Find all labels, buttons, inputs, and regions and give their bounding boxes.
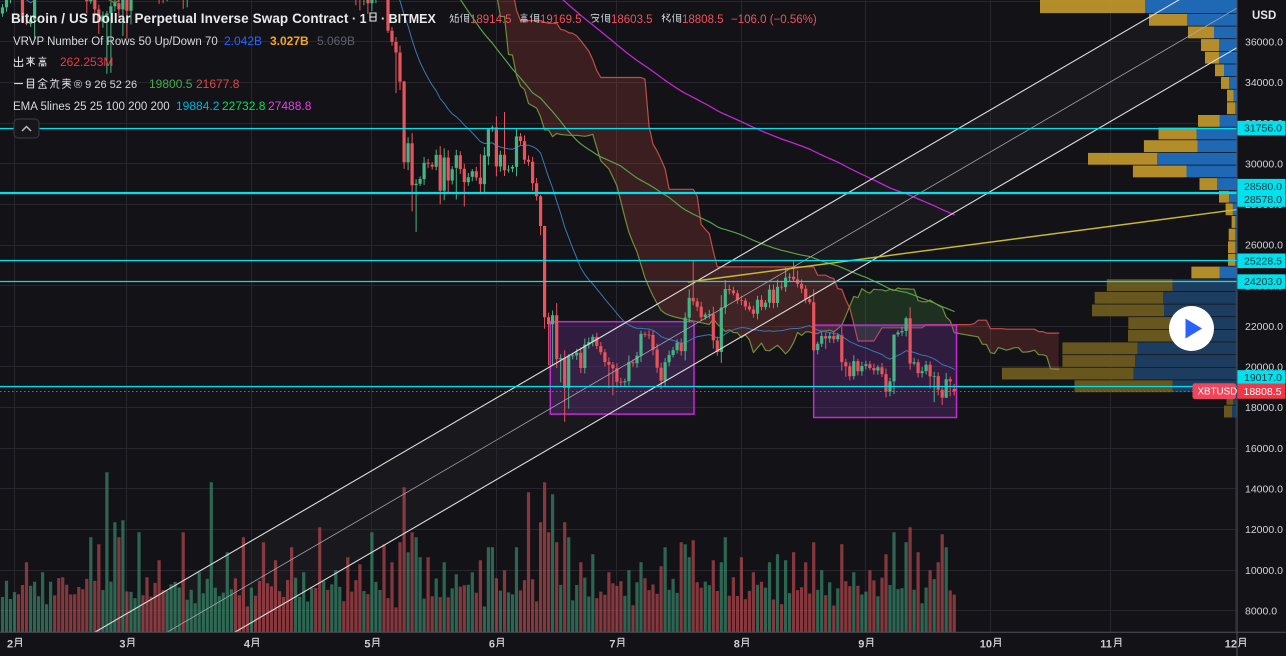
svg-text:18914.5: 18914.5 [470,14,512,26]
svg-text:262.253M: 262.253M [60,55,113,69]
svg-text:11: 11 [1100,639,1112,651]
svg-text:28578.0: 28578.0 [1244,194,1282,206]
svg-text:18808.5: 18808.5 [1244,386,1282,398]
svg-text:XBTUSD: XBTUSD [1198,387,1238,398]
svg-text:7: 7 [609,639,615,651]
svg-text:8: 8 [734,639,740,651]
svg-text:5.069B: 5.069B [317,34,355,48]
svg-text:Bitcoin / US Dollar Perpetual: Bitcoin / US Dollar Perpetual Inverse Sw… [11,11,349,26]
svg-text:24203.0: 24203.0 [1244,276,1282,288]
svg-text:−106.0 (−0.56%): −106.0 (−0.56%) [731,14,817,26]
svg-text:31756.0: 31756.0 [1244,123,1282,135]
svg-text:12: 12 [1225,639,1237,651]
svg-text:3.027B: 3.027B [270,34,309,48]
svg-text:5: 5 [364,639,370,651]
svg-text:34000.0: 34000.0 [1245,77,1283,89]
svg-text:18000.0: 18000.0 [1245,402,1283,414]
svg-text:· 1: · 1 [352,12,367,26]
svg-text:16000.0: 16000.0 [1245,443,1283,455]
svg-text:19017.0: 19017.0 [1244,372,1282,384]
svg-text:19884.2: 19884.2 [176,99,220,113]
svg-text:21677.8: 21677.8 [196,77,240,91]
svg-text:8000.0: 8000.0 [1245,605,1277,617]
svg-text:2.042B: 2.042B [224,34,262,48]
svg-text:22000.0: 22000.0 [1245,321,1283,333]
svg-text:26000.0: 26000.0 [1245,240,1283,252]
svg-text:9: 9 [858,639,864,651]
svg-text:10: 10 [980,639,992,651]
svg-text:6: 6 [489,639,495,651]
svg-text:36000.0: 36000.0 [1245,37,1283,49]
svg-text:EMA 5lines 25 25 100 200 200: EMA 5lines 25 25 100 200 200 [13,101,170,113]
svg-text:USD: USD [1252,10,1276,22]
svg-text:19169.5: 19169.5 [540,14,582,26]
svg-text:22732.8: 22732.8 [222,99,266,113]
svg-text:18808.5: 18808.5 [682,14,724,26]
svg-text:4: 4 [244,639,251,651]
svg-text:28580.0: 28580.0 [1244,181,1282,193]
svg-text:18603.5: 18603.5 [611,14,653,26]
svg-text:3: 3 [119,639,125,651]
svg-text:2: 2 [7,639,13,651]
svg-text:VRVP Number Of Rows 50 Up/Down: VRVP Number Of Rows 50 Up/Down 70 [13,36,218,48]
svg-text:14000.0: 14000.0 [1245,484,1283,496]
svg-text:· BITMEX: · BITMEX [381,12,437,26]
svg-text:12000.0: 12000.0 [1245,524,1283,536]
svg-text:® 9 26 52 26: ® 9 26 52 26 [74,79,137,91]
svg-text:19800.5: 19800.5 [149,77,193,91]
svg-text:25228.5: 25228.5 [1244,255,1282,267]
svg-text:10000.0: 10000.0 [1245,565,1283,577]
svg-text:27488.8: 27488.8 [268,99,312,113]
svg-text:30000.0: 30000.0 [1245,158,1283,170]
